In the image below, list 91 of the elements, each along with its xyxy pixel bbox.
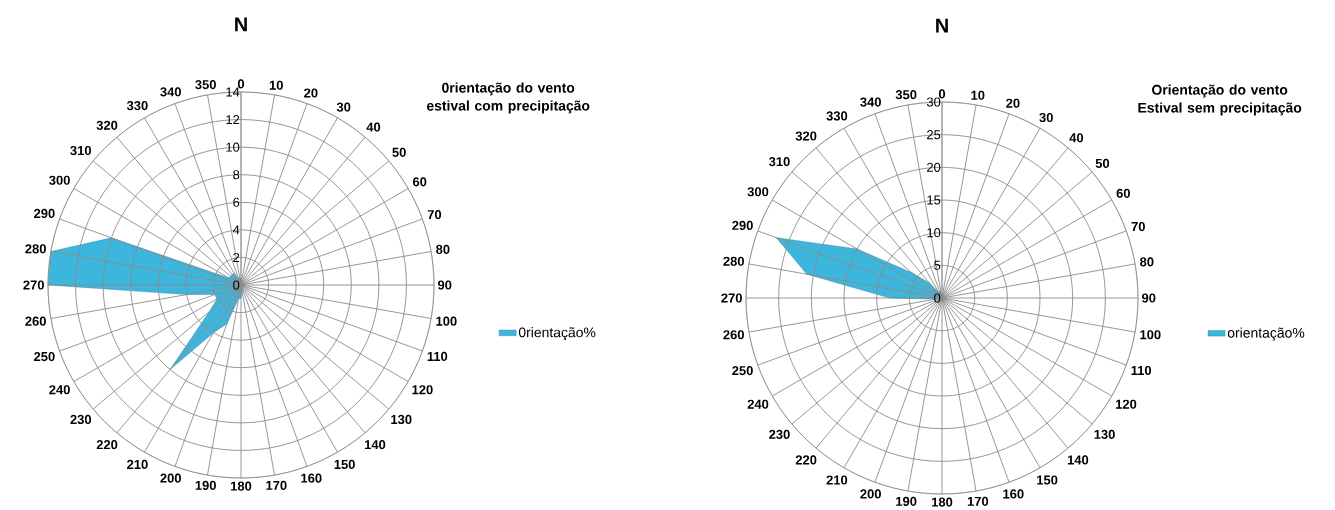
spoke-label: 210 (826, 475, 848, 485)
spoke-label: 190 (896, 496, 917, 506)
spoke-label: 150 (1037, 475, 1058, 485)
spoke-label: 160 (1003, 489, 1024, 499)
spoke-label: 170 (266, 480, 287, 490)
spoke-label: 90 (1141, 293, 1156, 303)
spoke-label: 210 (127, 459, 148, 470)
y-tick-label: 8 (233, 170, 240, 180)
spoke-label: 190 (195, 480, 216, 490)
spoke-label: 120 (1116, 399, 1137, 409)
y-tick-label: 12 (226, 115, 240, 125)
spoke-label: 280 (25, 244, 46, 254)
spoke-label: 10 (971, 90, 985, 100)
y-tick-label: 4 (232, 225, 240, 235)
spoke-label: 110 (1131, 365, 1152, 376)
spoke-label: 330 (826, 111, 848, 121)
y-tick-label: 10 (927, 228, 941, 238)
spoke-label: 80 (1140, 257, 1154, 267)
spoke-label: 120 (412, 385, 433, 395)
y-tick-label: 0 (233, 280, 240, 290)
spoke-label: 60 (1116, 188, 1130, 198)
spoke-label: 300 (49, 175, 70, 185)
spoke-label: 130 (1094, 429, 1115, 439)
spoke-label: 220 (795, 455, 817, 465)
y-tick-label: 2 (233, 252, 240, 262)
chart-title: N (936, 18, 948, 33)
spoke-label: 290 (34, 208, 55, 219)
y-tick-label: 10 (226, 142, 240, 152)
spoke-label: 80 (436, 244, 450, 254)
spoke-label: 350 (195, 80, 216, 90)
y-tick-label: 20 (927, 162, 941, 172)
spoke-label: 260 (723, 330, 744, 340)
spoke-label: 140 (364, 440, 386, 450)
y-tick-label: 25 (927, 130, 941, 140)
spoke-label: 170 (967, 496, 989, 506)
y-tick-label: 6 (233, 197, 240, 207)
spoke-label: 280 (723, 256, 744, 266)
spoke-label: 140 (1067, 455, 1089, 465)
spoke-label: 290 (732, 220, 753, 230)
spoke-label: 130 (391, 414, 412, 425)
legend-label: 0rientação% (518, 327, 596, 341)
spoke-label: 70 (1131, 221, 1145, 232)
spoke-label: 320 (96, 120, 118, 130)
spoke-label: 350 (895, 90, 917, 100)
spoke-label: 180 (932, 497, 953, 507)
spoke-label: 100 (1140, 330, 1161, 340)
spoke-label: 50 (392, 147, 406, 157)
spoke-label: 240 (49, 385, 70, 395)
y-tick-label: 0 (934, 293, 941, 303)
spoke-label: 200 (860, 489, 881, 499)
spoke-label: 310 (70, 145, 92, 156)
spoke-label: 90 (437, 280, 452, 290)
y-tick-label: 14 (226, 87, 240, 97)
spoke-label: 40 (1069, 133, 1084, 143)
spoke-label: 220 (96, 440, 118, 450)
spoke-label: 230 (70, 414, 92, 425)
spoke-label: 250 (732, 366, 753, 376)
spoke-label: 270 (721, 293, 742, 303)
spoke-label: 40 (366, 122, 381, 132)
spoke-label: 160 (301, 473, 322, 483)
spoke-label: 250 (34, 351, 55, 362)
spoke-label: 310 (768, 157, 790, 167)
spoke-label: 110 (427, 351, 448, 362)
spoke-label: 300 (747, 187, 769, 197)
spoke-label: 20 (1006, 98, 1020, 108)
y-tick-label: 15 (927, 195, 941, 205)
spoke-label: 270 (23, 280, 44, 290)
spoke-label: 150 (334, 459, 355, 470)
chart-subtitle: Orientação do vento Estival sem precipitação (1138, 84, 1302, 116)
spoke-label: 30 (1039, 112, 1053, 123)
spoke-label: 50 (1095, 158, 1110, 168)
spoke-label: 260 (25, 316, 46, 326)
spoke-label: 100 (436, 316, 457, 326)
spoke-label: 10 (269, 80, 283, 90)
spoke-label: 240 (747, 399, 769, 409)
legend-label: orientação% (1227, 327, 1305, 341)
y-tick-label: 5 (934, 260, 941, 270)
spoke-label: 70 (427, 210, 442, 220)
spoke-label: 340 (160, 87, 181, 97)
spoke-label: 20 (304, 88, 318, 98)
chart-title: N (235, 17, 247, 32)
y-tick-label: 30 (926, 97, 941, 107)
text: 0rientação do vento estival com precipitação (426, 82, 590, 114)
spoke-label: 340 (860, 97, 881, 107)
spoke-label: 200 (160, 473, 181, 483)
spoke-label: 320 (795, 131, 817, 141)
spoke-label: 330 (126, 100, 148, 111)
spoke-label: 30 (336, 102, 351, 112)
spoke-label: 180 (231, 481, 252, 491)
spoke-label: 60 (412, 177, 427, 187)
spoke-label: 230 (769, 429, 790, 439)
